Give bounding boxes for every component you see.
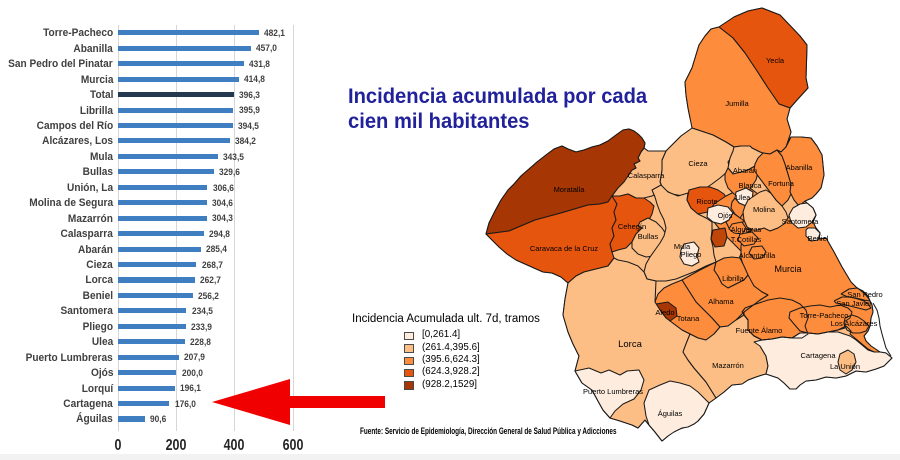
svg-text:Mula: Mula [674,242,691,251]
svg-text:Torre-Pacheco: Torre-Pacheco [800,311,849,320]
svg-text:Alhama: Alhama [708,297,734,306]
svg-text:Cartagena: Cartagena [800,351,836,360]
svg-text:Cieza: Cieza [688,159,708,168]
svg-text:T.Cotillas: T.Cotillas [731,235,762,244]
svg-text:Aledo: Aledo [655,308,674,317]
svg-text:Beniel: Beniel [808,234,829,243]
svg-text:Ricote: Ricote [696,197,717,206]
svg-text:Calasparra: Calasparra [628,171,666,180]
svg-text:Yecla: Yecla [766,56,785,65]
svg-text:Abarán: Abarán [733,166,757,175]
svg-text:Totana: Totana [677,314,700,323]
svg-text:Alguazas: Alguazas [731,225,762,234]
svg-text:Bullas: Bullas [638,232,659,241]
svg-text:Lorca: Lorca [618,339,642,350]
svg-text:Abanilla: Abanilla [786,163,814,172]
svg-text:Puerto Lumbreras: Puerto Lumbreras [583,387,643,396]
svg-text:Águilas: Águilas [658,409,683,418]
svg-text:Murcia: Murcia [774,264,801,274]
svg-text:Molina: Molina [753,205,776,214]
svg-text:Caravaca de la Cruz: Caravaca de la Cruz [530,244,599,253]
svg-text:Moratalla: Moratalla [554,185,586,194]
svg-text:San Javier: San Javier [836,299,872,308]
svg-text:San Pedro: San Pedro [847,290,882,299]
svg-text:La Unión: La Unión [830,362,860,371]
svg-text:Fortuna: Fortuna [768,179,795,188]
svg-text:Alcantarilla: Alcantarilla [739,251,777,260]
svg-text:Mazarrón: Mazarrón [712,361,744,370]
svg-text:Fuente Álamo: Fuente Álamo [736,326,783,335]
svg-text:Los Alcázares: Los Alcázares [831,319,878,328]
svg-text:Blanca: Blanca [739,181,763,190]
svg-text:Ojós: Ojós [718,213,733,220]
svg-text:Cehegín: Cehegín [618,222,646,231]
svg-text:Ulea: Ulea [736,195,751,202]
svg-text:Librilla: Librilla [722,274,745,283]
svg-text:Santomera: Santomera [782,217,820,226]
svg-text:Pliego: Pliego [681,250,702,259]
svg-text:Jumilla: Jumilla [725,99,749,108]
